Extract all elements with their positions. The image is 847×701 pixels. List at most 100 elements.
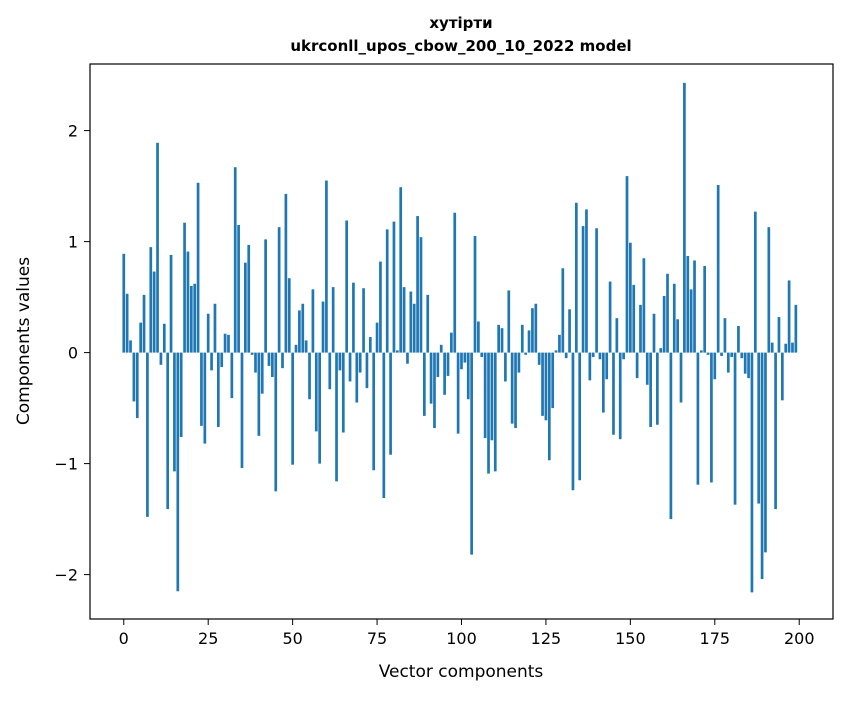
bar-component-118 <box>520 324 524 353</box>
bar-component-23 <box>200 352 203 426</box>
bar-component-162 <box>669 352 673 520</box>
bar-component-152 <box>635 352 639 379</box>
bar-component-169 <box>693 260 696 353</box>
bar-component-135 <box>578 352 582 481</box>
x-tick-label: 0 <box>119 629 129 648</box>
bar-component-13 <box>166 352 170 510</box>
bar-component-144 <box>608 281 612 353</box>
bar-component-182 <box>737 325 740 353</box>
chart-title: хутірти <box>429 14 492 32</box>
bar-component-24 <box>203 352 207 444</box>
bar-component-31 <box>227 334 230 353</box>
bar-component-65 <box>341 352 345 433</box>
bar-component-91 <box>429 352 433 404</box>
bar-component-111 <box>497 324 500 353</box>
bar-component-116 <box>514 352 517 429</box>
y-tick-label: −1 <box>54 455 78 474</box>
bar-component-89 <box>423 352 426 416</box>
bar-component-32 <box>230 352 234 399</box>
bar-component-86 <box>412 303 416 353</box>
bar-component-125 <box>544 352 548 421</box>
bar-component-19 <box>186 251 190 353</box>
bar-component-198 <box>791 342 794 353</box>
chart-subtitle: ukrconll_upos_cbow_200_10_2022 model <box>290 37 631 55</box>
bar-component-64 <box>338 352 342 371</box>
bar-component-150 <box>629 242 632 353</box>
bar-component-194 <box>777 317 781 353</box>
bar-component-119 <box>524 352 528 355</box>
bar-component-101 <box>463 352 467 363</box>
bar-component-121 <box>531 308 534 353</box>
bar-component-94 <box>439 344 443 353</box>
bar-component-180 <box>730 352 734 358</box>
bar-component-153 <box>639 304 642 353</box>
bar-component-105 <box>477 321 480 353</box>
bar-component-148 <box>622 352 625 360</box>
bar-component-170 <box>696 352 700 485</box>
x-tick-label: 50 <box>282 629 302 648</box>
bar-component-160 <box>662 295 666 353</box>
x-tick-label: 75 <box>367 629 387 648</box>
bar-component-72 <box>365 352 369 389</box>
bar-component-173 <box>706 352 710 355</box>
bar-component-126 <box>547 352 551 461</box>
bar-component-6 <box>142 294 146 353</box>
bar-component-154 <box>642 258 646 353</box>
bar-component-57 <box>314 352 318 432</box>
bar-component-63 <box>335 352 338 482</box>
x-axis-label: Vector components <box>379 662 544 682</box>
bar-component-39 <box>254 352 257 373</box>
bar-component-179 <box>726 352 730 373</box>
bar-component-186 <box>750 352 754 593</box>
bar-component-52 <box>298 310 301 353</box>
bar-component-97 <box>450 332 453 353</box>
bar-component-33 <box>233 167 237 353</box>
bar-component-3 <box>132 352 136 402</box>
bar-component-36 <box>244 262 247 353</box>
bar-component-84 <box>406 352 409 364</box>
bar-component-54 <box>304 340 308 353</box>
y-tick-label: 2 <box>68 122 78 141</box>
plot-frame <box>89 63 834 620</box>
bar-component-45 <box>274 352 278 492</box>
bar-component-127 <box>551 352 555 409</box>
bar-component-109 <box>490 352 494 441</box>
bar-component-122 <box>534 303 538 353</box>
bar-component-143 <box>605 352 609 380</box>
bar-component-149 <box>625 176 629 353</box>
bar-component-185 <box>747 352 750 379</box>
bar-component-12 <box>162 323 166 353</box>
bar-component-69 <box>355 352 359 403</box>
bar-component-83 <box>402 287 406 353</box>
bar-component-145 <box>612 352 615 435</box>
x-axis-ticks: 0 25 50 75 100 125 150 175 200 <box>119 619 815 648</box>
bar-component-71 <box>362 288 365 353</box>
bar-component-42 <box>264 239 267 353</box>
bar-component-62 <box>331 287 335 353</box>
y-tick-label: −2 <box>54 566 78 585</box>
bar-component-18 <box>183 222 186 353</box>
bar-component-140 <box>595 228 598 353</box>
bar-component-58 <box>318 352 321 464</box>
bar-component-38 <box>250 352 254 355</box>
bar-component-172 <box>703 266 707 353</box>
bar-component-30 <box>223 333 227 353</box>
bar-component-29 <box>220 352 224 368</box>
bar-component-165 <box>679 352 683 403</box>
bar-component-120 <box>527 330 531 353</box>
bar-component-82 <box>399 187 403 353</box>
bar-component-43 <box>267 352 271 366</box>
bar-component-75 <box>375 322 379 353</box>
bar-component-67 <box>348 352 352 382</box>
bar-component-151 <box>632 284 636 353</box>
bar-component-197 <box>787 280 791 353</box>
bar-component-129 <box>558 334 561 353</box>
bar-component-146 <box>615 318 619 353</box>
bar-component-15 <box>173 352 176 472</box>
bar-component-27 <box>213 303 217 353</box>
bar-component-10 <box>156 142 159 353</box>
bar-component-106 <box>480 352 484 358</box>
bar-component-53 <box>301 303 305 353</box>
